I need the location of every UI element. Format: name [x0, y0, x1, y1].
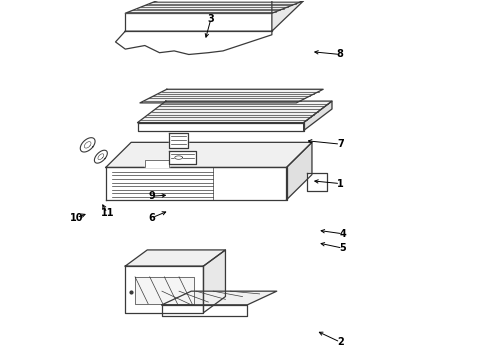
Polygon shape [162, 305, 247, 316]
Polygon shape [272, 0, 304, 31]
Text: 3: 3 [207, 14, 214, 24]
Polygon shape [125, 250, 225, 266]
Polygon shape [135, 277, 194, 304]
Polygon shape [138, 101, 332, 123]
Polygon shape [125, 13, 272, 31]
Polygon shape [80, 138, 95, 152]
Text: 10: 10 [70, 213, 83, 222]
Text: 8: 8 [337, 49, 343, 59]
Text: 6: 6 [149, 213, 155, 222]
Polygon shape [140, 89, 323, 103]
Polygon shape [95, 150, 107, 163]
Polygon shape [162, 291, 277, 305]
Polygon shape [169, 134, 188, 148]
Text: 5: 5 [340, 243, 346, 253]
Text: 4: 4 [340, 229, 346, 239]
Polygon shape [106, 142, 312, 167]
Text: 11: 11 [100, 208, 114, 218]
Polygon shape [106, 167, 287, 200]
Polygon shape [116, 31, 272, 54]
Polygon shape [125, 266, 203, 313]
Polygon shape [304, 101, 332, 131]
Polygon shape [307, 173, 327, 191]
Polygon shape [169, 151, 196, 164]
Polygon shape [175, 156, 183, 159]
Polygon shape [145, 160, 169, 167]
Polygon shape [203, 250, 225, 313]
Text: 2: 2 [337, 337, 343, 347]
Text: 9: 9 [149, 191, 155, 201]
Text: 1: 1 [337, 179, 343, 189]
Text: 7: 7 [337, 139, 343, 149]
Polygon shape [287, 142, 312, 200]
Polygon shape [125, 1, 304, 13]
Polygon shape [138, 123, 304, 131]
